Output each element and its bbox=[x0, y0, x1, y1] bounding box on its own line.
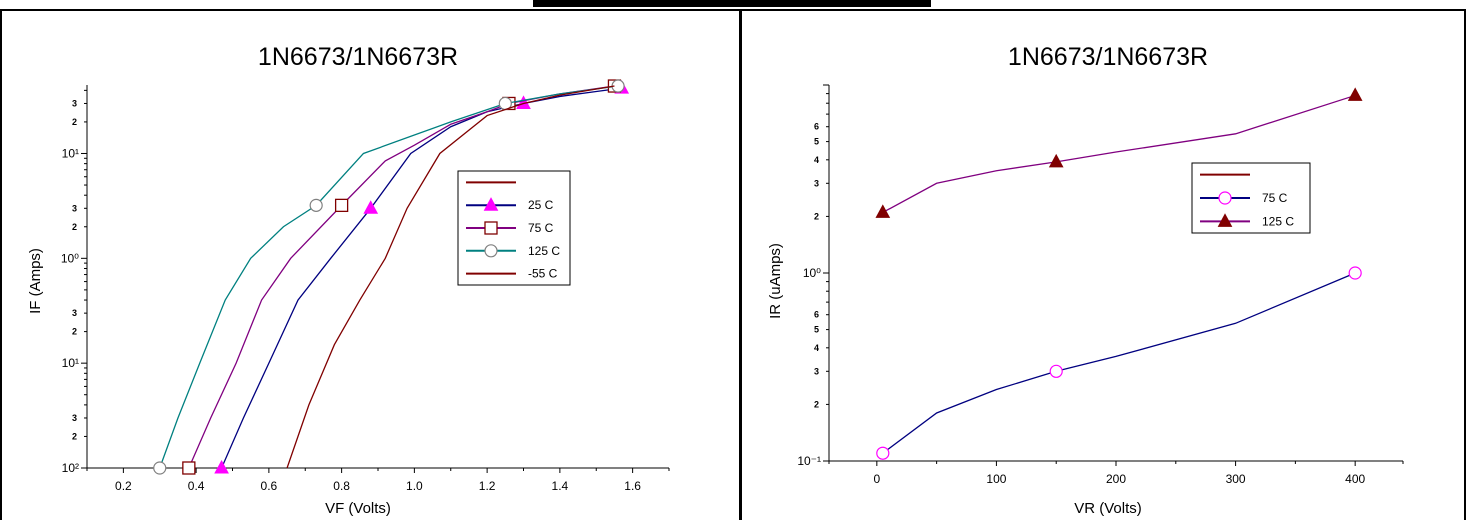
legend-label: 25 C bbox=[528, 198, 554, 212]
y-minor-tick-label: 2 bbox=[72, 431, 77, 441]
legend-marker bbox=[484, 221, 498, 235]
x-tick-label: 0.4 bbox=[188, 479, 205, 493]
chart-title: 1N6673/1N6673R bbox=[258, 43, 458, 71]
series-line bbox=[882, 272, 1356, 454]
x-tick-label: 0.6 bbox=[261, 479, 278, 493]
y-minor-tick-label: 2 bbox=[72, 222, 77, 232]
y-minor-tick-label: 4 bbox=[814, 155, 819, 165]
series-125-c bbox=[153, 79, 625, 475]
y-tick-label: 10⁰ bbox=[61, 251, 79, 265]
x-tick-label: 0.2 bbox=[115, 479, 132, 493]
right-chart-panel: 1N6673/1N6673R VR (Volts) IR (uAmps) 0 10… bbox=[739, 9, 1466, 520]
y-axis-label: IF (Amps) bbox=[27, 248, 44, 314]
y-minor-tick-label: 6 bbox=[814, 310, 819, 320]
legend-marker bbox=[1218, 191, 1232, 205]
x-axis-label: VR (Volts) bbox=[1074, 500, 1142, 517]
y-tick-label: 10² bbox=[62, 461, 79, 475]
x-tick-label: 300 bbox=[1226, 472, 1246, 486]
data-point bbox=[214, 459, 229, 474]
y-tick-label: 10¹ bbox=[62, 146, 79, 160]
y-minor-tick-label: 3 bbox=[814, 178, 819, 188]
data-point bbox=[1347, 87, 1363, 101]
x-tick-label: 400 bbox=[1345, 472, 1365, 486]
x-tick-label: 1.4 bbox=[552, 479, 569, 493]
y-minor-tick-label: 2 bbox=[814, 211, 819, 221]
header-bar bbox=[533, 0, 931, 7]
y-minor-tick-label: 2 bbox=[72, 117, 77, 127]
legend-marker bbox=[483, 197, 499, 211]
y-minor-tick-label: 5 bbox=[814, 325, 819, 335]
y-minor-tick-label: 2 bbox=[72, 327, 77, 337]
legend-label: 75 C bbox=[1262, 191, 1288, 205]
x-axis-label: VF (Volts) bbox=[325, 500, 391, 517]
data-point bbox=[1049, 364, 1063, 378]
x-tick-label: 200 bbox=[1106, 472, 1126, 486]
y-minor-tick-label: 5 bbox=[814, 137, 819, 147]
data-point bbox=[1048, 153, 1064, 168]
legend-label: 75 C bbox=[528, 221, 554, 235]
data-point bbox=[363, 200, 379, 214]
y-tick-label: 10⁰ bbox=[803, 266, 821, 280]
y-minor-tick-label: 3 bbox=[72, 203, 77, 213]
series-125-c bbox=[875, 87, 1363, 218]
y-minor-tick-label: 3 bbox=[814, 366, 819, 376]
legend-label: 125 C bbox=[1262, 214, 1294, 228]
x-tick-label: 100 bbox=[986, 472, 1006, 486]
data-point bbox=[876, 446, 890, 460]
data-point bbox=[1348, 266, 1362, 280]
legend-marker bbox=[1217, 213, 1233, 227]
series-line bbox=[286, 85, 615, 469]
data-point bbox=[153, 461, 167, 475]
series-line bbox=[220, 87, 622, 469]
y-tick-label: 10¹ bbox=[62, 356, 79, 370]
y-minor-tick-label: 3 bbox=[72, 413, 77, 423]
y-minor-tick-label: 3 bbox=[72, 98, 77, 108]
y-axis-label: IR (uAmps) bbox=[767, 243, 784, 319]
forward-characteristic-chart: 1N6673/1N6673R VF (Volts) IF (Amps) 0.2 0… bbox=[27, 43, 670, 517]
x-tick-label: 1.2 bbox=[479, 479, 496, 493]
y-minor-tick-label: 2 bbox=[814, 399, 819, 409]
y-tick-label: 10⁻¹ bbox=[797, 454, 821, 468]
data-point bbox=[182, 461, 196, 475]
legend-marker bbox=[484, 244, 498, 258]
legend: 75 C 125 C bbox=[1191, 162, 1311, 234]
data-point bbox=[309, 198, 323, 212]
legend-label: -55 C bbox=[528, 267, 558, 281]
y-minor-tick-label: 6 bbox=[814, 122, 819, 132]
data-point bbox=[875, 204, 891, 218]
reverse-characteristic-chart: 1N6673/1N6673R VR (Volts) IR (uAmps) 0 10… bbox=[767, 43, 1404, 517]
legend-label: 125 C bbox=[528, 244, 560, 258]
left-chart-panel: 1N6673/1N6673R VF (Volts) IF (Amps) 0.2 0… bbox=[0, 9, 741, 520]
y-minor-tick-label: 3 bbox=[72, 308, 77, 318]
chart-title: 1N6673/1N6673R bbox=[1008, 43, 1208, 71]
y-minor-tick-label: 4 bbox=[814, 343, 819, 353]
x-tick-label: 1.6 bbox=[624, 479, 641, 493]
x-tick-label: 0.8 bbox=[333, 479, 350, 493]
legend: 25 C 75 C 125 C -55 C bbox=[457, 170, 571, 286]
x-tick-label: 1.0 bbox=[406, 479, 423, 493]
x-tick-label: 0 bbox=[873, 472, 880, 486]
data-point bbox=[334, 198, 349, 213]
series-75-c bbox=[876, 266, 1362, 460]
series-55-c bbox=[286, 85, 615, 469]
